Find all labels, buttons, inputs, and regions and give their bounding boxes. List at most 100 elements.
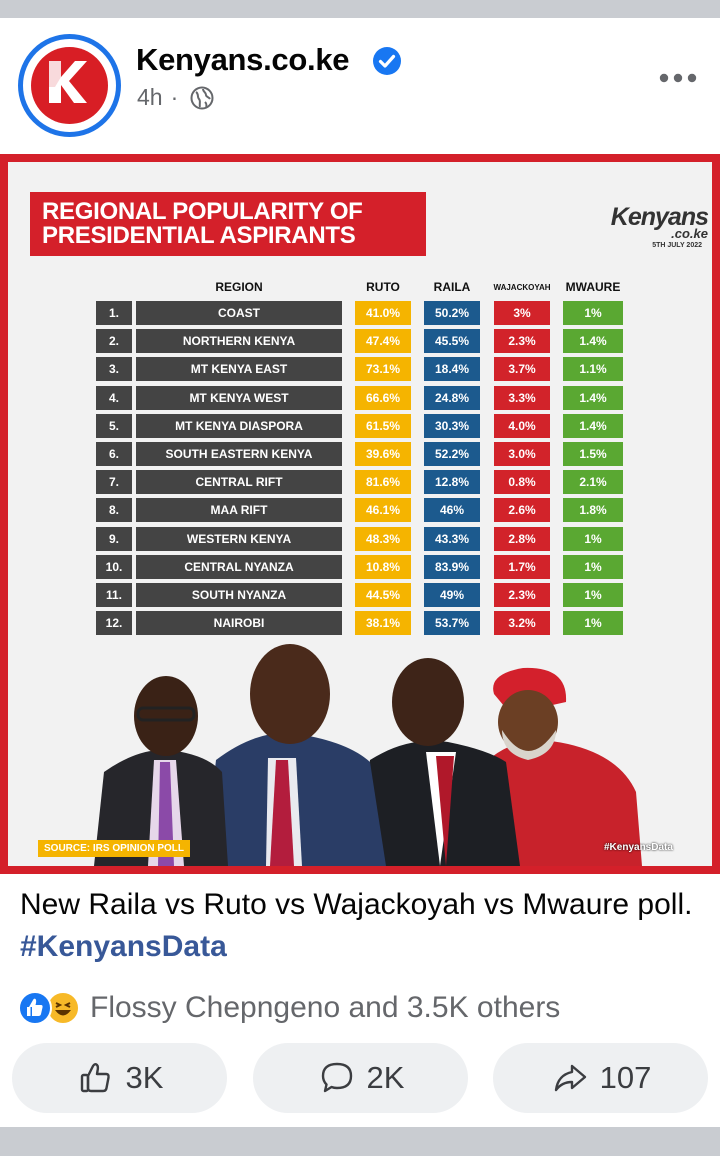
wajackoyah-cell: 3.0% xyxy=(494,442,550,466)
reactions-summary[interactable]: Flossy Chepngeno and 3.5K others xyxy=(18,988,560,1028)
row-number: 6. xyxy=(96,442,132,466)
table-row: 10. CENTRAL NYANZA 10.8% 83.9% 1.7% 1% xyxy=(8,555,712,579)
poster-source: SOURCE: IRS OPINION POLL xyxy=(38,840,191,857)
mwaure-cell: 1% xyxy=(563,583,623,607)
wajackoyah-cell: 1.7% xyxy=(494,555,550,579)
row-number: 8. xyxy=(96,498,132,522)
region-cell: MT KENYA EAST xyxy=(136,357,342,381)
raila-cell: 83.9% xyxy=(424,555,480,579)
wajackoyah-cell: 0.8% xyxy=(494,470,550,494)
meta-separator: · xyxy=(170,84,179,110)
share-count: 107 xyxy=(599,1060,652,1095)
ruto-cell: 41.0% xyxy=(355,301,411,325)
table-row: 3. MT KENYA EAST 73.1% 18.4% 3.7% 1.1% xyxy=(8,357,712,381)
comment-icon xyxy=(321,1062,352,1093)
page-avatar[interactable] xyxy=(18,34,121,137)
region-cell: MT KENYA DIASPORA xyxy=(136,414,342,438)
table-row: 5. MT KENYA DIASPORA 61.5% 30.3% 4.0% 1.4% xyxy=(8,414,712,438)
table-row: 7. CENTRAL RIFT 81.6% 12.8% 0.8% 2.1% xyxy=(8,470,712,494)
caption-hashtag[interactable]: #KenyansData xyxy=(20,930,227,963)
wajackoyah-cell: 2.3% xyxy=(494,583,550,607)
mwaure-cell: 1% xyxy=(563,301,623,325)
raila-cell: 50.2% xyxy=(424,301,480,325)
table-row: 2. NORTHERN KENYA 47.4% 45.5% 2.3% 1.4% xyxy=(8,329,712,353)
region-cell: MAA RIFT xyxy=(136,498,342,522)
feed-separator-top xyxy=(0,0,720,18)
raila-cell: 18.4% xyxy=(424,357,480,381)
like-reaction-icon xyxy=(18,991,52,1025)
wajackoyah-cell: 2.6% xyxy=(494,498,550,522)
ruto-cell: 38.1% xyxy=(355,611,411,635)
raila-cell: 49% xyxy=(424,583,480,607)
like-count: 3K xyxy=(125,1060,164,1095)
header-region: REGION xyxy=(215,280,263,294)
table-row: 8. MAA RIFT 46.1% 46% 2.6% 1.8% xyxy=(8,498,712,522)
table-row: 11. SOUTH NYANZA 44.5% 49% 2.3% 1% xyxy=(8,583,712,607)
mwaure-cell: 1% xyxy=(563,555,623,579)
ruto-cell: 44.5% xyxy=(355,583,411,607)
comment-button[interactable]: 2K xyxy=(253,1043,468,1113)
share-icon xyxy=(554,1064,586,1092)
table-row: 4. MT KENYA WEST 66.6% 24.8% 3.3% 1.4% xyxy=(8,386,712,410)
raila-cell: 24.8% xyxy=(424,386,480,410)
ruto-cell: 73.1% xyxy=(355,357,411,381)
mwaure-cell: 1.5% xyxy=(563,442,623,466)
mwaure-cell: 1.4% xyxy=(563,329,623,353)
mwaure-cell: 1.4% xyxy=(563,386,623,410)
header-wajackoyah: WAJACKOYAH xyxy=(493,283,551,292)
mwaure-cell: 1.4% xyxy=(563,414,623,438)
ruto-cell: 48.3% xyxy=(355,527,411,551)
caption-text: New Raila vs Ruto vs Wajackoyah vs Mwaur… xyxy=(20,888,693,921)
globe-icon xyxy=(190,86,214,109)
feed-separator-bottom xyxy=(0,1127,720,1156)
wajackoyah-cell: 3.3% xyxy=(494,386,550,410)
ruto-cell: 47.4% xyxy=(355,329,411,353)
row-number: 9. xyxy=(96,527,132,551)
share-button[interactable]: 107 xyxy=(493,1043,708,1113)
region-cell: MT KENYA WEST xyxy=(136,386,342,410)
candidates-photo xyxy=(94,644,642,866)
kenyans-logo xyxy=(31,47,108,124)
raila-cell: 45.5% xyxy=(424,329,480,353)
ruto-cell: 61.5% xyxy=(355,414,411,438)
region-cell: CENTRAL NYANZA xyxy=(136,555,342,579)
post-caption: New Raila vs Ruto vs Wajackoyah vs Mwaur… xyxy=(20,884,710,968)
poster-hashtag: #KenyansData xyxy=(604,842,673,853)
mwaure-cell: 1.8% xyxy=(563,498,623,522)
comment-count: 2K xyxy=(366,1060,405,1095)
ruto-cell: 81.6% xyxy=(355,470,411,494)
mwaure-cell: 1.1% xyxy=(563,357,623,381)
raila-cell: 12.8% xyxy=(424,470,480,494)
row-number: 1. xyxy=(96,301,132,325)
table-row: 9. WESTERN KENYA 48.3% 43.3% 2.8% 1% xyxy=(8,527,712,551)
region-cell: SOUTH NYANZA xyxy=(136,583,342,607)
ruto-cell: 10.8% xyxy=(355,555,411,579)
post-image[interactable]: REGIONAL POPULARITY OF PRESIDENTIAL ASPI… xyxy=(0,154,720,874)
row-number: 10. xyxy=(96,555,132,579)
raila-cell: 53.7% xyxy=(424,611,480,635)
table-row: 1. COAST 41.0% 50.2% 3% 1% xyxy=(8,301,712,325)
region-cell: WESTERN KENYA xyxy=(136,527,342,551)
raila-cell: 52.2% xyxy=(424,442,480,466)
wajackoyah-cell: 2.3% xyxy=(494,329,550,353)
like-button[interactable]: 3K xyxy=(12,1043,227,1113)
header-ruto: RUTO xyxy=(366,280,400,294)
region-cell: COAST xyxy=(136,301,342,325)
table-row: 12. NAIROBI 38.1% 53.7% 3.2% 1% xyxy=(8,611,712,635)
ruto-cell: 46.1% xyxy=(355,498,411,522)
post-time[interactable]: 4h xyxy=(137,84,163,110)
raila-cell: 30.3% xyxy=(424,414,480,438)
header-mwaure: MWAURE xyxy=(565,280,621,294)
row-number: 5. xyxy=(96,414,132,438)
reactions-text[interactable]: Flossy Chepngeno and 3.5K others xyxy=(90,991,561,1024)
verified-badge-icon xyxy=(373,47,401,75)
more-options-icon[interactable] xyxy=(656,66,700,90)
wajackoyah-cell: 2.8% xyxy=(494,527,550,551)
row-number: 2. xyxy=(96,329,132,353)
page-name[interactable]: Kenyans.co.ke xyxy=(136,42,350,77)
region-cell: NORTHERN KENYA xyxy=(136,329,342,353)
row-number: 7. xyxy=(96,470,132,494)
wajackoyah-cell: 3% xyxy=(494,301,550,325)
ruto-cell: 66.6% xyxy=(355,386,411,410)
mwaure-cell: 1% xyxy=(563,611,623,635)
